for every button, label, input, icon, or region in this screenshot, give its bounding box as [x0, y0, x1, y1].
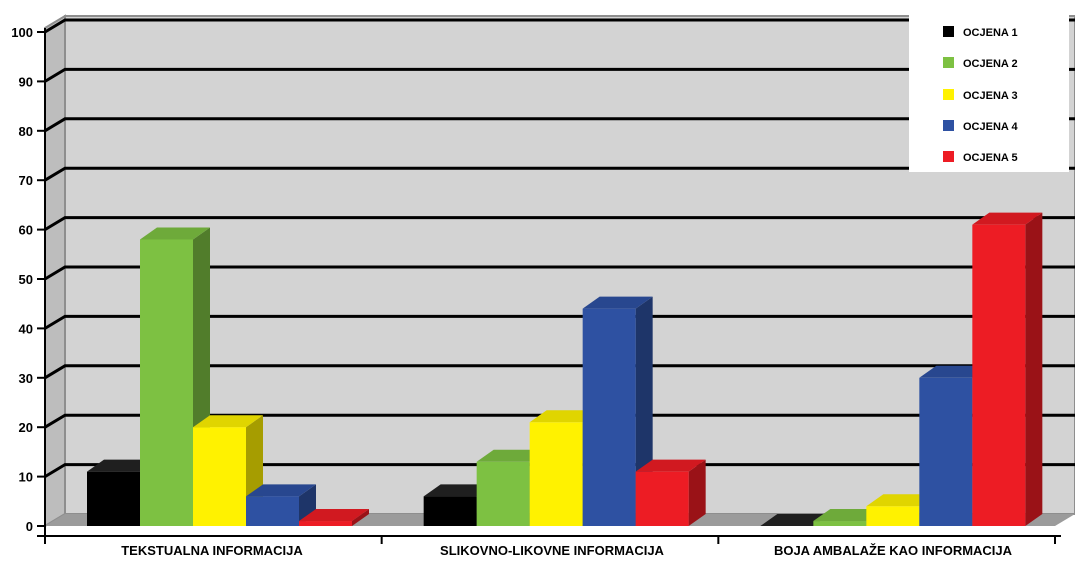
category-label-1: TEKSTUALNA INFORMACIJA: [121, 543, 303, 558]
bar-top: [635, 459, 706, 472]
category-label-2: SLIKOVNO-LIKOVNE INFORMACIJA: [440, 543, 665, 558]
bar-top: [972, 212, 1043, 225]
gridlines: [44, 18, 1075, 478]
bar-top: [919, 365, 990, 378]
y-tick-label: 60: [19, 223, 33, 238]
gridline: [44, 67, 1075, 83]
y-tick-label: 30: [19, 371, 33, 386]
legend-swatch-ocjena-2: [943, 57, 954, 68]
bar: [87, 459, 157, 526]
bar: [582, 296, 653, 526]
bar-front: [972, 224, 1026, 526]
legend-swatch-ocjena-3: [943, 89, 954, 100]
bar-front: [582, 308, 636, 526]
y-tick-label: 10: [19, 470, 33, 485]
y-tick-label: 20: [19, 420, 33, 435]
bar-top: [140, 227, 210, 240]
bar-front: [813, 521, 867, 526]
bar-top: [87, 459, 157, 472]
side-wall: [44, 14, 66, 528]
axes: 0 10 20 30 40 50 60 70 80 90 100: [11, 25, 1061, 544]
bar-front: [476, 461, 530, 526]
legend-label-ocjena-3: OCJENA 3: [963, 90, 1018, 102]
bar-front: [423, 496, 477, 526]
bar: [972, 212, 1043, 526]
bar-front: [866, 506, 920, 526]
bar-front: [529, 422, 583, 526]
legend-label-ocjena-5: OCJENA 5: [963, 152, 1018, 164]
bar-top: [813, 509, 884, 522]
bar-top: [423, 484, 494, 497]
gridline: [44, 18, 1075, 34]
legend-swatch-ocjena-5: [943, 151, 954, 162]
bar-top: [866, 494, 937, 507]
gridline: [44, 216, 1075, 231]
gridline: [44, 413, 1075, 429]
y-tick-label: 0: [26, 519, 33, 534]
bar-side: [688, 459, 706, 526]
y-tick-label: 50: [19, 272, 33, 287]
legend-swatch-ocjena-4: [943, 120, 954, 131]
legend-label-ocjena-4: OCJENA 4: [963, 121, 1018, 133]
bar-front: [246, 496, 299, 526]
y-tick-label: 40: [19, 321, 33, 336]
gridline: [44, 314, 1075, 330]
y-tick-label: 90: [19, 74, 33, 89]
bar: [299, 509, 369, 526]
gridline: [44, 265, 1075, 281]
bar-top: [299, 509, 369, 522]
bar: [760, 514, 831, 526]
bar-top: [529, 410, 600, 423]
y-tick-label: 80: [19, 124, 33, 139]
bar-top: [582, 296, 653, 309]
y-tick-label: 70: [19, 173, 33, 188]
gridline: [44, 166, 1075, 182]
gridline: [44, 117, 1075, 133]
bar-top: [760, 514, 831, 526]
bars: [87, 212, 1043, 527]
legend-label-ocjena-2: OCJENA 2: [963, 58, 1018, 70]
bar-side: [1025, 212, 1043, 526]
legend-box: [909, 14, 1069, 172]
y-tick-label: 100: [11, 25, 33, 40]
bar-front: [193, 427, 246, 526]
bar-front: [635, 471, 689, 526]
bar-top: [246, 484, 316, 497]
bar-front: [299, 521, 352, 526]
legend-label-ocjena-1: OCJENA 1: [963, 27, 1018, 39]
bar-top: [476, 449, 547, 462]
legend: OCJENA 1 OCJENA 2 OCJENA 3 OCJENA 4 OCJE…: [909, 14, 1069, 172]
bar-top: [193, 415, 263, 428]
bar-front: [919, 377, 973, 526]
bar-front: [140, 239, 193, 527]
gridline: [44, 364, 1075, 380]
category-labels: TEKSTUALNA INFORMACIJA SLIKOVNO-LIKOVNE …: [121, 543, 1012, 558]
bar-side: [352, 509, 369, 526]
bar: [635, 459, 706, 526]
gridline: [44, 463, 1075, 478]
legend-swatch-ocjena-1: [943, 26, 954, 37]
category-label-3: BOJA AMBALAŽE KAO INFORMACIJA: [774, 543, 1013, 558]
bar-front: [87, 471, 140, 526]
